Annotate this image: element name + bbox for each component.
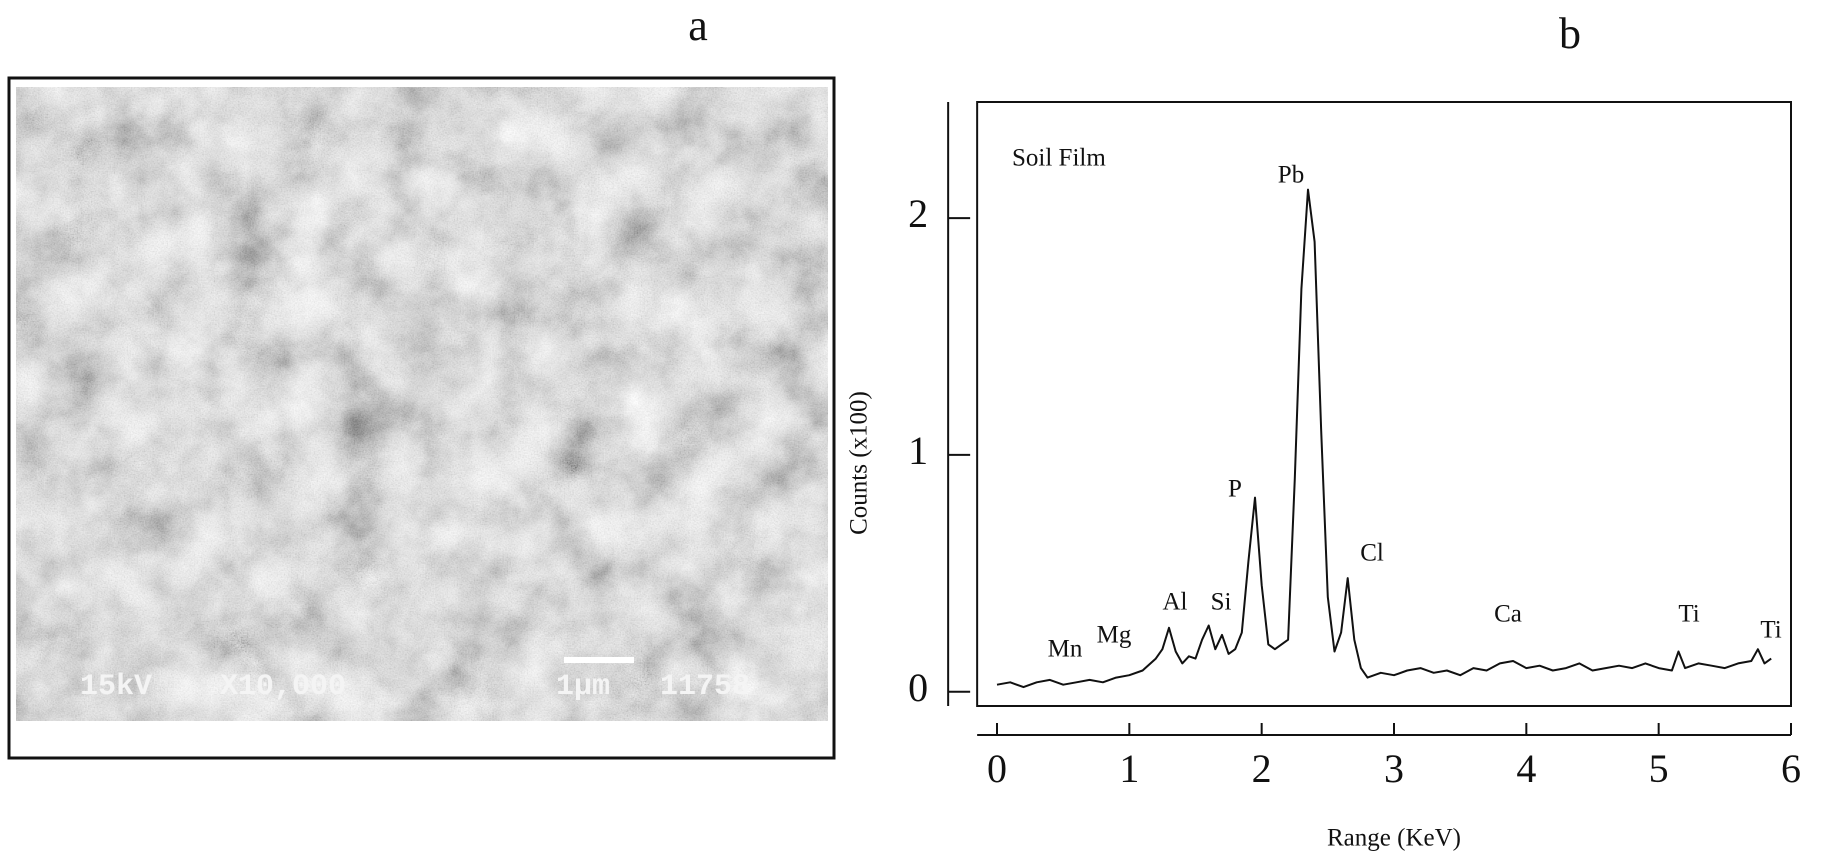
peak-label: Si	[1211, 589, 1232, 616]
x-tick-label: 5	[1649, 746, 1669, 791]
overlay-label: 11758	[660, 670, 750, 704]
y-axis-label: Counts (x100)	[846, 391, 873, 535]
peak-label: Ti	[1760, 617, 1781, 644]
peak-label: Al	[1163, 589, 1188, 616]
x-tick-label: 1	[1119, 746, 1139, 791]
x-tick-label: 0	[987, 746, 1007, 791]
peak-label: Mn	[1048, 636, 1083, 663]
y-tick-label: 2	[908, 191, 928, 236]
sem-image	[16, 87, 828, 721]
peak-label: Cl	[1360, 540, 1384, 567]
y-tick-label: 0	[908, 665, 928, 710]
overlay-label: 1μm	[556, 670, 610, 704]
overlay-label: 15kV	[80, 670, 152, 704]
y-tick-label: 1	[908, 428, 928, 473]
peak-label: P	[1228, 476, 1242, 503]
plot-frame	[976, 101, 1792, 707]
overlay-text: 15kV X10,000 1μm 11758	[80, 670, 750, 704]
chart: b 0 1 2 3 4 5 6 0 1 2 Range (KeV) Counts (x100) Soil …	[846, 9, 1801, 852]
panel-label: a	[688, 1, 708, 50]
panel-label: b	[1559, 9, 1581, 58]
x-tick-label: 3	[1384, 746, 1404, 791]
peak-label: Mg	[1097, 622, 1132, 649]
overlay-label: X10,000	[220, 670, 346, 704]
x-tick-label: 2	[1252, 746, 1272, 791]
peak-label: Pb	[1278, 162, 1304, 189]
x-tick-label: 4	[1516, 746, 1536, 791]
peak-label: Ti	[1678, 601, 1699, 628]
spectrum-line	[996, 188, 1772, 689]
x-tick-label: 6	[1781, 746, 1801, 791]
x-axis-label: Range (KeV)	[1327, 825, 1461, 852]
peak-label: Ca	[1494, 601, 1522, 628]
annotation: Soil Film	[1012, 145, 1106, 172]
